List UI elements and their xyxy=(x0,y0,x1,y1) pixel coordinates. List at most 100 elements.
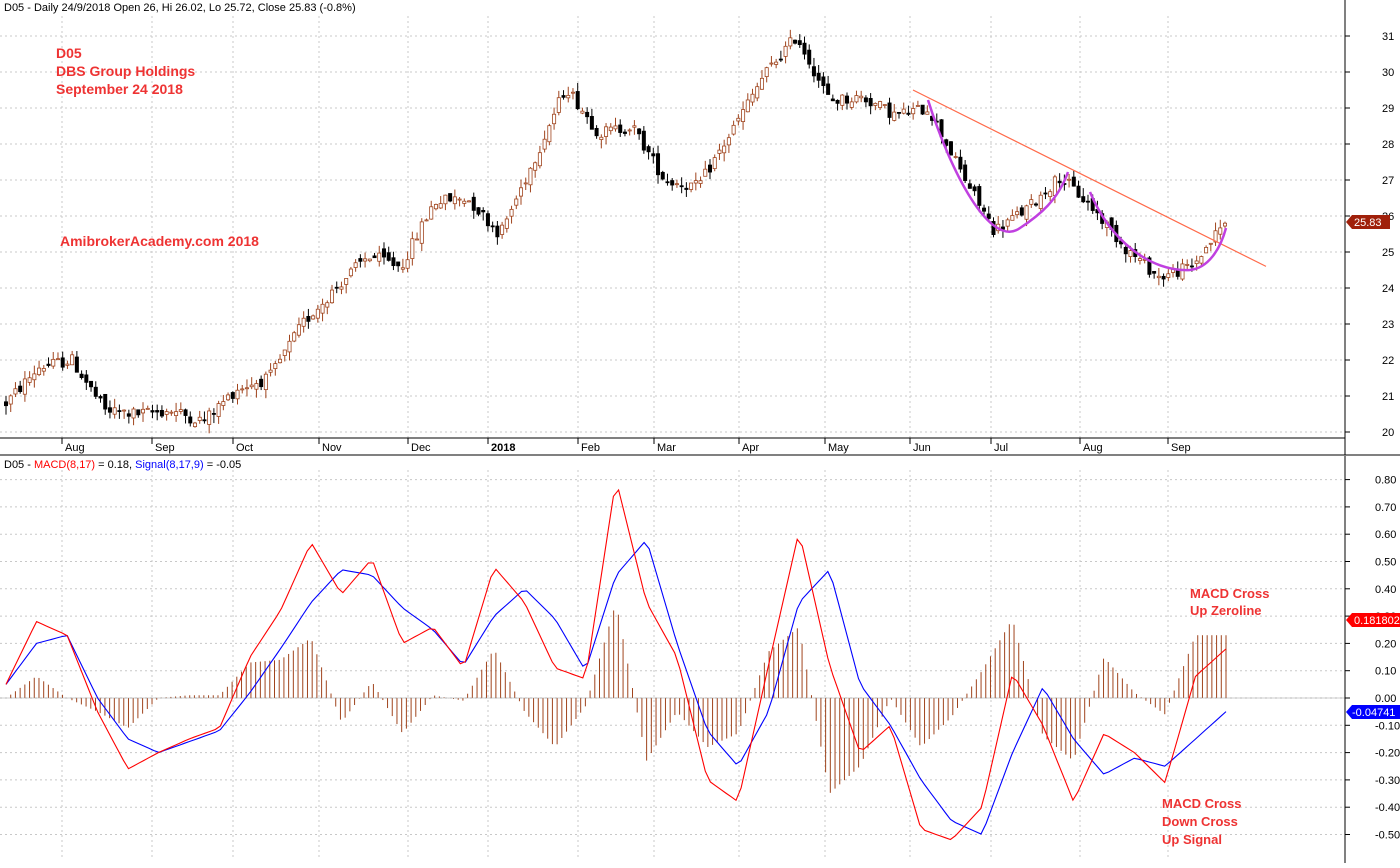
candle-body xyxy=(972,186,977,192)
candle-body xyxy=(150,410,155,413)
candle-body xyxy=(1223,222,1228,227)
candle-body xyxy=(783,45,788,57)
candle-body xyxy=(273,363,278,370)
candle-body xyxy=(693,180,698,184)
candle-body xyxy=(500,224,505,235)
candle-body xyxy=(93,386,98,397)
macd-value-badge: 0.181802 xyxy=(1346,613,1400,627)
candle-body xyxy=(679,185,684,188)
candle-body xyxy=(98,396,103,399)
candle-body xyxy=(1156,275,1161,279)
candle-body xyxy=(55,358,60,361)
candle-body xyxy=(192,422,197,428)
price-y-tick-label: 24 xyxy=(1382,283,1394,295)
candle-body xyxy=(325,302,330,308)
candle-body xyxy=(485,213,490,227)
macd-header-value: = 0.18, xyxy=(95,459,135,471)
candle-body xyxy=(462,200,467,204)
candle-body xyxy=(202,419,207,422)
candle-body xyxy=(244,387,249,390)
candle-body xyxy=(920,104,925,115)
candle-body xyxy=(1189,265,1194,268)
annotation-symbol: D05 xyxy=(56,45,82,61)
candle-body xyxy=(4,401,9,407)
x-tick-label: Sep xyxy=(155,442,175,454)
macd-zeroline-note: MACD Cross Up Zeroline xyxy=(1190,586,1269,618)
candle-body xyxy=(358,258,363,262)
candle-body xyxy=(400,267,405,270)
candle-body xyxy=(320,303,325,314)
candle-body xyxy=(1048,191,1053,198)
x-tick-label: Mar xyxy=(657,442,676,454)
candle-body xyxy=(542,138,547,150)
candle-body xyxy=(835,99,840,104)
candle-body xyxy=(84,374,89,383)
candle-body xyxy=(1081,196,1086,203)
macd-y-tick-label: -0.30 xyxy=(1375,775,1400,787)
candle-body xyxy=(986,213,991,219)
candle-body xyxy=(51,358,56,367)
candle-body xyxy=(467,200,472,203)
candle-body xyxy=(712,157,717,170)
x-tick-label: Aug xyxy=(1083,442,1103,454)
candle-body xyxy=(188,416,193,424)
x-tick-label: Dec xyxy=(411,442,431,454)
candle-body xyxy=(821,76,826,87)
last-price-badge-shape xyxy=(1346,215,1390,229)
candle-body xyxy=(429,206,434,220)
candle-body xyxy=(504,218,509,229)
note-up-line2: Up Zeroline xyxy=(1190,603,1262,618)
candle-body xyxy=(216,403,221,417)
price-y-tick-label: 22 xyxy=(1382,355,1394,367)
candle-body xyxy=(1218,227,1223,235)
macd-value-badge-shape xyxy=(1346,613,1400,627)
candle-body xyxy=(60,357,65,368)
down-trendline xyxy=(912,89,1267,267)
candle-body xyxy=(197,416,202,421)
candle-body xyxy=(1043,192,1048,195)
price-y-tick-label: 27 xyxy=(1382,175,1394,187)
candle-body xyxy=(892,111,897,121)
candle-body xyxy=(840,94,845,106)
candle-body xyxy=(1015,211,1020,216)
candle-body xyxy=(159,409,164,417)
candle-body xyxy=(1213,230,1218,243)
candle-body xyxy=(552,113,557,125)
macd-signal-note: MACD Cross Down Cross Up Signal xyxy=(1162,796,1241,847)
candle-body xyxy=(741,109,746,122)
candle-body xyxy=(948,141,953,156)
candle-body xyxy=(1208,242,1213,245)
candle-body xyxy=(1194,260,1199,265)
candle-body xyxy=(1199,256,1204,264)
candle-body xyxy=(599,136,604,140)
candle-body xyxy=(230,392,235,399)
candle-body xyxy=(339,286,344,290)
candle-body xyxy=(717,149,722,154)
price-y-tick-label: 25 xyxy=(1382,247,1394,259)
macd-y-tick-label: 0.60 xyxy=(1375,529,1396,541)
candle-body xyxy=(1152,271,1157,274)
candle-body xyxy=(330,289,335,304)
candle-body xyxy=(419,221,424,244)
macd-y-tick-label: 0.50 xyxy=(1375,557,1396,569)
candle-body xyxy=(523,182,528,185)
x-tick-label: 2018 xyxy=(491,442,515,454)
note-down-line1: MACD Cross xyxy=(1162,796,1241,811)
candle-body xyxy=(282,349,287,356)
candle-body xyxy=(240,388,245,391)
candle-body xyxy=(235,389,240,400)
candle-body xyxy=(410,238,415,259)
candle-body xyxy=(448,193,453,202)
candle-body xyxy=(226,394,231,401)
candle-body xyxy=(1076,185,1081,198)
price-y-tick-label: 30 xyxy=(1382,67,1394,79)
candle-body xyxy=(570,91,575,94)
candle-body xyxy=(1147,257,1152,275)
cup-arc-second xyxy=(1088,191,1228,272)
candle-body xyxy=(566,94,571,99)
candle-body xyxy=(155,410,160,413)
last-price-badge: 25.83 xyxy=(1346,215,1390,229)
candle-body xyxy=(896,111,901,114)
price-panel-header: D05 - Daily 24/9/2018 Open 26, Hi 26.02,… xyxy=(4,2,356,14)
